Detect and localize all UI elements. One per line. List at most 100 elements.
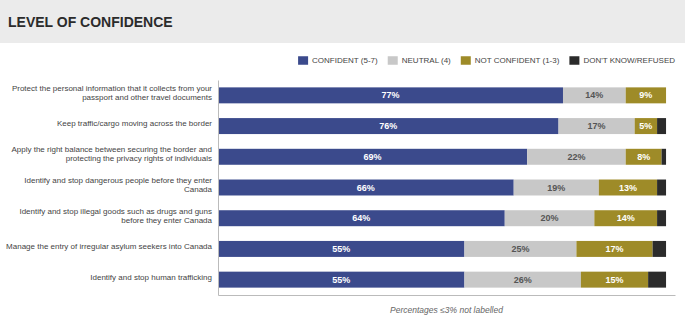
y-tick-label: Keep traffic/cargo moving across the bor…	[57, 119, 212, 128]
y-tick-label-line: Protect the personal information that it…	[12, 84, 212, 93]
bar	[648, 272, 666, 288]
data-label: 13%	[619, 183, 637, 193]
bar	[218, 180, 514, 196]
data-labels: 77%76%69%66%64%55%55%14%17%22%19%20%25%2…	[332, 90, 652, 284]
legend-item: NEUTRAL (4)	[388, 56, 451, 65]
data-label: 20%	[541, 213, 559, 223]
bar	[514, 180, 599, 196]
bar	[218, 118, 559, 134]
bar	[559, 118, 635, 134]
y-axis-line	[218, 81, 219, 296]
data-label: 15%	[606, 275, 624, 285]
plot-area: 77%76%69%66%64%55%55%14%17%22%19%20%25%2…	[6, 81, 675, 296]
data-label: 14%	[585, 90, 603, 100]
bar	[657, 210, 666, 226]
y-tick-label-line: Manage the entry of irregular asylum see…	[6, 242, 212, 251]
chart-title: LEVEL OF CONFIDENCE	[8, 14, 173, 30]
bar	[576, 241, 652, 257]
bar	[594, 210, 657, 226]
data-label: 66%	[357, 183, 375, 193]
legend-swatch	[569, 56, 579, 65]
legend: CONFIDENT (5-7) NEUTRAL (4) NOT CONFIDENT …	[298, 56, 675, 65]
bar	[599, 180, 657, 196]
y-tick: Identify and stop human trafficking	[90, 273, 218, 282]
data-label: 8%	[637, 152, 650, 162]
y-tick-label-line: Keep traffic/cargo moving across the bor…	[57, 119, 212, 128]
footnote: Percentages ≤3% not labelled	[390, 305, 503, 315]
bar	[662, 149, 666, 165]
bar	[563, 87, 626, 103]
data-label: 69%	[364, 152, 382, 162]
legend-swatch	[461, 56, 471, 65]
legend-label: NOT CONFIDENT (1-3)	[475, 56, 560, 65]
y-tick-label-line: passport and other travel documents	[82, 93, 212, 102]
y-tick-label-line: Identify and stop dangerous people befor…	[24, 176, 212, 185]
y-tick-label-line: before they enter Canada	[121, 216, 212, 225]
x-axis	[219, 295, 676, 296]
y-tick-label-line: Canada	[184, 185, 213, 194]
data-label: 14%	[617, 213, 635, 223]
legend-item: DON'T KNOW/REFUSED	[569, 56, 675, 65]
title-bar	[0, 0, 685, 43]
data-label: 55%	[332, 244, 350, 254]
data-label: 64%	[352, 213, 370, 223]
legend-item: CONFIDENT (5-7)	[298, 56, 378, 65]
bar	[657, 180, 666, 196]
bar	[666, 87, 667, 103]
data-label: 19%	[547, 183, 565, 193]
chart-root: LEVEL OF CONFIDENCE 77% 76% 69% 66% 64% 55% 55%…	[0, 0, 685, 319]
y-tick: Protect the personal information that it…	[12, 84, 218, 102]
legend-swatch	[298, 56, 308, 65]
y-tick-label: Identify and stop illegal goods such as …	[19, 207, 212, 225]
bars	[218, 87, 666, 287]
bar	[464, 241, 576, 257]
y-tick: Apply the right balance between securing…	[11, 145, 218, 163]
data-label: 55%	[332, 275, 350, 285]
data-label: 26%	[514, 275, 532, 285]
x-axis-line	[219, 295, 676, 296]
legend-swatch	[388, 56, 398, 65]
bar	[218, 272, 464, 288]
bar	[218, 210, 505, 226]
bar	[464, 272, 580, 288]
legend-label: CONFIDENT (5-7)	[312, 56, 378, 65]
y-tick-label: Identify and stop dangerous people befor…	[24, 176, 212, 194]
data-label: 17%	[606, 244, 624, 254]
y-tick-label-line: Apply the right balance between securing…	[11, 145, 212, 154]
y-tick: Keep traffic/cargo moving across the bor…	[57, 119, 218, 128]
data-label: 5%	[639, 121, 652, 131]
y-tick: Identify and stop illegal goods such as …	[19, 207, 218, 225]
bar	[505, 210, 595, 226]
data-label: 76%	[379, 121, 397, 131]
y-tick-label-line: protecting the privacy rights of individ…	[66, 154, 212, 163]
bar-series	[576, 87, 666, 287]
y-tick: Identify and stop dangerous people befor…	[24, 176, 218, 194]
data-label: 77%	[381, 90, 399, 100]
bar	[626, 149, 662, 165]
legend-label: DON'T KNOW/REFUSED	[583, 56, 675, 65]
bar	[653, 241, 666, 257]
y-tick-label: Identify and stop human trafficking	[90, 273, 212, 282]
y-tick-label-line: Identify and stop human trafficking	[90, 273, 212, 282]
data-label: 9%	[639, 90, 652, 100]
bar	[657, 118, 666, 134]
bar-series	[648, 118, 666, 288]
bar	[218, 87, 563, 103]
legend-label: NEUTRAL (4)	[402, 56, 451, 65]
data-label: 17%	[588, 121, 606, 131]
legend-item: NOT CONFIDENT (1-3)	[461, 56, 560, 65]
bar	[527, 149, 626, 165]
y-tick-label: Protect the personal information that it…	[12, 84, 212, 102]
y-tick-label-line: Identify and stop illegal goods such as …	[19, 207, 212, 216]
bar	[635, 118, 657, 134]
bar-series	[218, 87, 563, 287]
bar	[581, 272, 648, 288]
y-tick: Manage the entry of irregular asylum see…	[6, 242, 218, 251]
y-axis: Protect the personal information that it…	[6, 81, 218, 296]
y-tick-label: Apply the right balance between securing…	[11, 145, 212, 163]
bar	[626, 87, 666, 103]
y-tick-label: Manage the entry of irregular asylum see…	[6, 242, 212, 251]
bar	[218, 241, 464, 257]
bar	[218, 149, 527, 165]
data-label: 22%	[567, 152, 585, 162]
